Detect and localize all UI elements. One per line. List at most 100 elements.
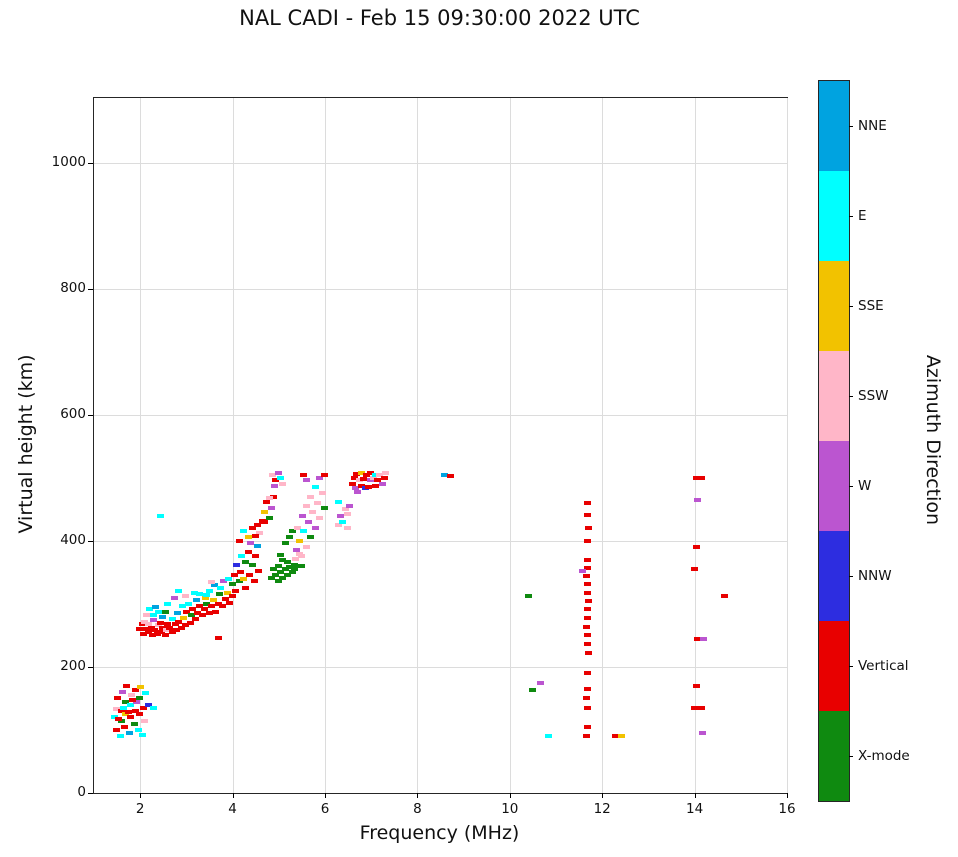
- data-point: [145, 702, 153, 707]
- x-tick-mark: [509, 793, 511, 798]
- colorbar-segment: [819, 621, 849, 711]
- data-point: [353, 472, 361, 477]
- data-point: [236, 570, 244, 575]
- data-point: [144, 630, 152, 635]
- data-point: [196, 591, 204, 596]
- data-point: [203, 601, 211, 606]
- data-point: [152, 605, 160, 610]
- data-point: [286, 565, 294, 570]
- data-point: [311, 484, 319, 489]
- x-tick-label: 8: [413, 801, 422, 817]
- data-point: [297, 554, 305, 559]
- data-point: [303, 478, 311, 483]
- data-point: [200, 607, 208, 611]
- data-point: [203, 592, 211, 597]
- data-point: [131, 709, 139, 714]
- data-point: [357, 470, 365, 475]
- data-point: [118, 690, 126, 695]
- data-point: [217, 585, 225, 590]
- gridline-horizontal: [94, 666, 787, 668]
- x-tick-mark: [325, 793, 326, 798]
- data-point: [298, 513, 306, 518]
- data-point: [337, 513, 345, 518]
- data-point: [251, 533, 259, 538]
- data-point: [528, 688, 536, 693]
- data-point: [369, 475, 377, 480]
- colorbar-segment: [819, 531, 849, 621]
- data-point: [584, 501, 592, 506]
- data-point: [183, 609, 191, 614]
- data-point: [168, 629, 176, 634]
- colorbar-segment: [819, 711, 849, 801]
- data-point: [344, 526, 352, 531]
- colorbar-segment: [819, 261, 849, 351]
- data-point: [220, 579, 228, 584]
- data-point: [367, 470, 375, 475]
- data-point: [274, 579, 282, 584]
- data-point: [136, 627, 144, 632]
- data-point: [141, 691, 149, 696]
- data-point: [138, 622, 146, 627]
- data-point: [267, 506, 275, 511]
- data-point: [159, 625, 167, 630]
- data-point: [150, 612, 158, 617]
- x-tick-mark: [787, 793, 788, 798]
- y-tick-label: 800: [60, 279, 86, 296]
- colorbar-tick-label: NNE: [858, 118, 887, 134]
- data-point: [364, 484, 372, 489]
- data-point: [584, 513, 592, 518]
- data-point: [126, 731, 134, 736]
- data-point: [355, 478, 363, 483]
- data-point: [690, 567, 698, 572]
- data-point: [192, 598, 200, 603]
- data-point: [256, 531, 264, 536]
- data-point: [175, 589, 183, 594]
- data-point: [274, 564, 282, 569]
- data-point: [184, 601, 192, 606]
- data-point: [367, 478, 375, 483]
- data-point: [130, 721, 138, 726]
- data-point: [207, 604, 215, 609]
- colorbar-tick-mark: [849, 576, 853, 577]
- data-point: [121, 724, 129, 729]
- data-point: [123, 683, 131, 688]
- data-point: [250, 579, 258, 584]
- data-point: [140, 619, 148, 624]
- data-point: [281, 541, 289, 546]
- data-point: [297, 564, 305, 569]
- data-point: [154, 610, 162, 615]
- data-point: [290, 562, 298, 567]
- data-point: [694, 498, 702, 502]
- data-point: [124, 710, 132, 715]
- y-tick-mark: [88, 540, 93, 542]
- data-point: [235, 579, 243, 584]
- data-point: [277, 475, 285, 480]
- data-point: [143, 627, 151, 632]
- data-point: [584, 538, 592, 543]
- data-point: [214, 601, 222, 606]
- data-point: [286, 535, 294, 540]
- data-point: [302, 503, 310, 508]
- x-tick-mark: [232, 793, 234, 798]
- y-tick-label: 0: [77, 784, 86, 800]
- data-point: [255, 569, 263, 574]
- colorbar-tick-mark: [849, 486, 853, 487]
- data-point: [583, 574, 591, 579]
- data-point: [159, 615, 167, 620]
- gridline-horizontal: [94, 288, 787, 290]
- data-point: [360, 477, 368, 482]
- data-point: [139, 632, 147, 637]
- data-point: [235, 538, 243, 543]
- data-point: [334, 522, 342, 527]
- x-tick-mark: [417, 793, 419, 798]
- colorbar-tick-label: E: [858, 208, 867, 224]
- data-point: [357, 483, 365, 488]
- data-point: [135, 727, 143, 732]
- data-point: [271, 483, 279, 488]
- gridline-vertical: [232, 98, 234, 793]
- data-point: [612, 734, 620, 739]
- data-point: [339, 520, 347, 525]
- gridline-vertical: [787, 98, 788, 793]
- data-point: [292, 556, 300, 561]
- data-point: [277, 552, 285, 557]
